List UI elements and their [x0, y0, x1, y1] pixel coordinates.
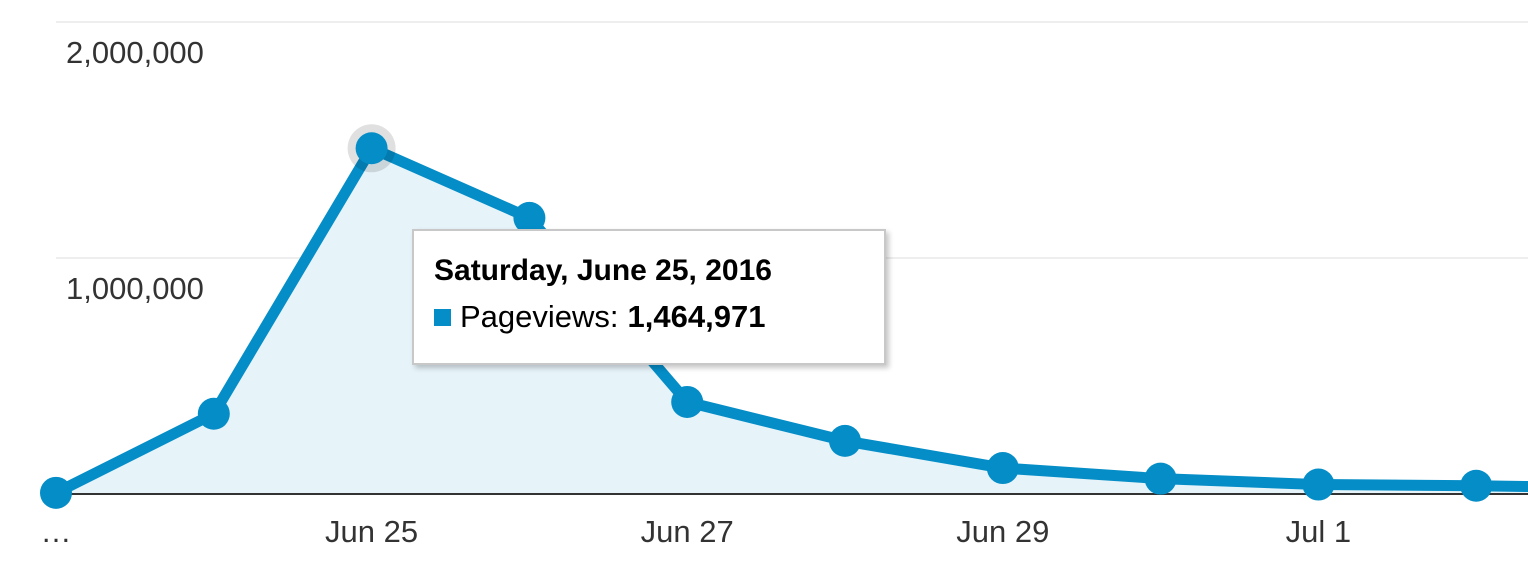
data-point[interactable] [198, 398, 230, 430]
data-point[interactable] [987, 452, 1019, 484]
y-axis-tick-labels: 2,000,000 1,000,000 [66, 35, 204, 306]
data-point[interactable] [1302, 469, 1334, 501]
x-axis-tick-labels: … Jun 25 Jun 27 Jun 29 Jul 1 [41, 514, 1352, 549]
tooltip-label: Pageviews: [460, 299, 619, 335]
tooltip-value: 1,464,971 [628, 299, 766, 335]
tooltip-row: Pageviews: 1,464,971 [434, 299, 884, 335]
data-point[interactable] [829, 425, 861, 457]
data-point[interactable] [1145, 463, 1177, 495]
gridlines [56, 22, 1528, 258]
x-tick-label: … [41, 514, 72, 549]
data-point[interactable] [40, 477, 72, 509]
data-point[interactable] [1460, 470, 1492, 502]
data-point[interactable] [671, 386, 703, 418]
data-tooltip: Saturday, June 25, 2016 Pageviews: 1,464… [412, 229, 886, 365]
y-tick-label: 2,000,000 [66, 35, 204, 70]
x-tick-label: Jun 29 [956, 514, 1049, 549]
data-point[interactable] [356, 132, 388, 164]
y-tick-label: 1,000,000 [66, 271, 204, 306]
x-tick-label: Jul 1 [1286, 514, 1351, 549]
x-tick-label: Jun 27 [641, 514, 734, 549]
series-swatch-icon [434, 309, 451, 326]
tooltip-title: Saturday, June 25, 2016 [434, 253, 884, 289]
x-tick-label: Jun 25 [325, 514, 418, 549]
